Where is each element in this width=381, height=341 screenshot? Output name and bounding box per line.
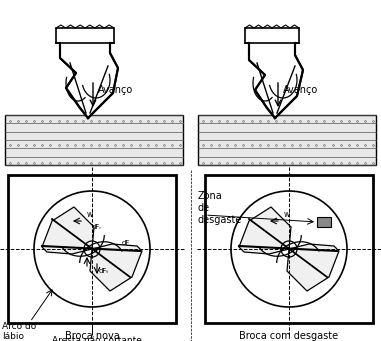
Polygon shape xyxy=(42,207,94,254)
Text: Avanço: Avanço xyxy=(98,85,133,95)
Bar xyxy=(5,115,183,165)
Bar xyxy=(56,28,114,43)
Bar xyxy=(245,28,299,43)
Text: Arco do
lábio: Arco do lábio xyxy=(2,322,36,341)
Circle shape xyxy=(34,191,150,307)
Text: Aresta não cortante: Aresta não cortante xyxy=(52,336,142,341)
Polygon shape xyxy=(239,207,291,254)
Polygon shape xyxy=(60,43,118,118)
Text: w: w xyxy=(87,210,93,219)
Text: dFₜ: dFₜ xyxy=(99,268,109,274)
Text: Avanço: Avanço xyxy=(283,85,318,95)
Polygon shape xyxy=(90,244,142,291)
Polygon shape xyxy=(287,244,339,291)
Text: w: w xyxy=(284,210,290,219)
Bar xyxy=(198,115,376,165)
Text: Broca com desgaste: Broca com desgaste xyxy=(239,331,339,341)
Bar xyxy=(317,217,331,227)
Text: dFᵣ: dFᵣ xyxy=(92,224,102,230)
Circle shape xyxy=(231,191,347,307)
Bar xyxy=(205,175,373,323)
Text: Zona
de
desgaste: Zona de desgaste xyxy=(198,191,242,225)
Bar xyxy=(8,175,176,323)
Text: Broca nova: Broca nova xyxy=(65,331,119,341)
Polygon shape xyxy=(249,43,303,118)
Text: dF: dF xyxy=(122,240,130,246)
